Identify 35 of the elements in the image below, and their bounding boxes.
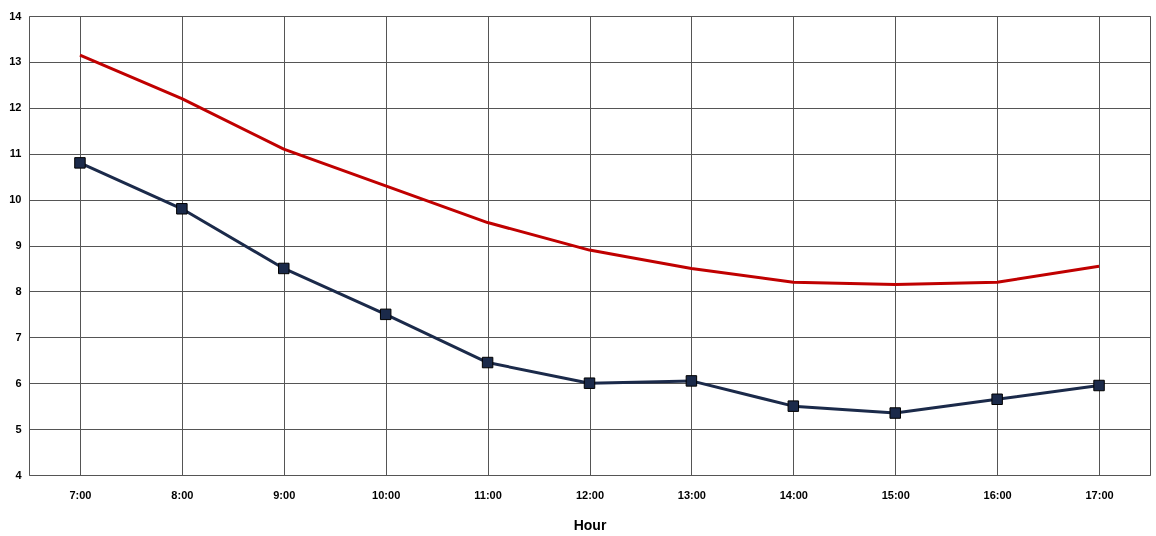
point [74,157,86,169]
y-tick-label: 9 [15,239,22,251]
x-tick-label: 7:00 [69,488,92,501]
x-tick-label: 9:00 [273,488,296,501]
y-tick-label: 14 [9,9,23,22]
line-series [78,53,1101,287]
y-tick-label: 12 [9,101,22,114]
point [889,407,901,419]
y-tick-label: 5 [15,422,22,435]
point [583,377,596,389]
point [787,400,800,412]
point [685,375,698,387]
x-axis-title: Hour [573,516,607,533]
y-tick-label: 7 [15,330,22,343]
x-tick-label: 16:00 [983,488,1012,501]
x-tick-label: 12:00 [575,488,605,501]
y-tick-label: 10 [9,193,22,206]
point [991,393,1003,406]
x-tick-label: 14:00 [779,488,808,501]
x-tick-label: 13:00 [677,488,706,501]
y-tick-label: 11 [9,147,22,160]
x-tick-label: 10:00 [372,488,401,501]
x-tick-label: 15:00 [881,488,910,501]
y-tick-label: 13 [9,55,22,68]
point [481,356,494,369]
x-tick-label: 17:00 [1085,488,1114,501]
point [1093,379,1105,392]
point [176,203,188,215]
y-tick-label: 4 [15,468,23,481]
x-tick-label: 11:00 [474,488,502,501]
y-tick-label: 8 [15,284,22,297]
point [278,262,290,275]
x-tick-label: 8:00 [171,488,194,501]
point [379,308,392,321]
y-tick-label: 6 [15,376,22,389]
